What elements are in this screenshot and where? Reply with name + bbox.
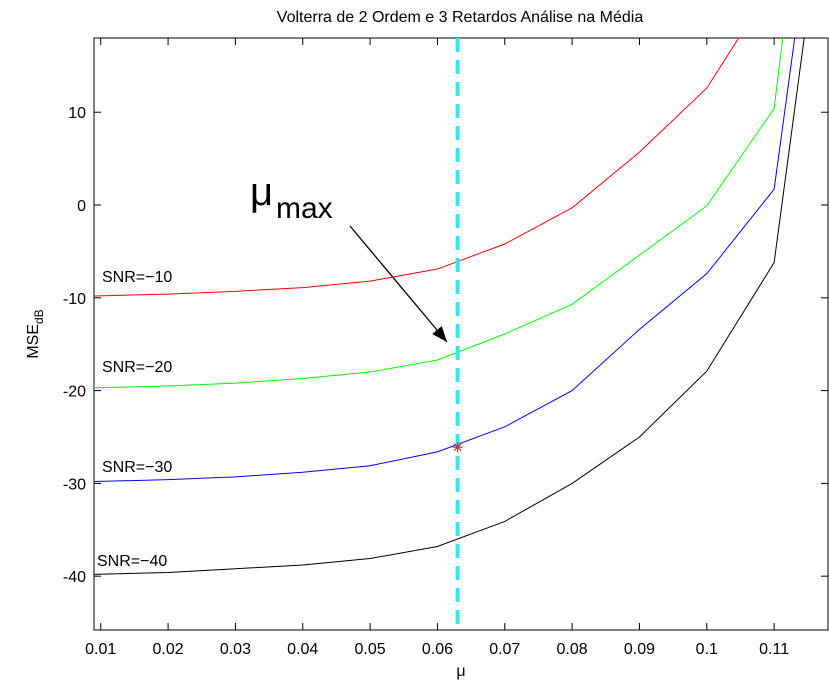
annotation-arrow xyxy=(349,225,448,343)
star-marker xyxy=(452,442,463,453)
y-tick-label: 10 xyxy=(68,105,86,122)
plot-area xyxy=(93,37,829,631)
annotation-sub: max xyxy=(276,192,333,225)
series-line xyxy=(94,38,784,389)
x-tick-label: 0.04 xyxy=(287,641,318,658)
annotation-symbol: μ xyxy=(250,170,273,214)
y-tick-label: -20 xyxy=(63,384,86,401)
x-tick-label: 0.08 xyxy=(557,641,588,658)
series-line xyxy=(94,38,740,297)
y-tick-label: -30 xyxy=(63,476,86,493)
y-tick-label: -10 xyxy=(63,291,86,308)
x-tick-label: 0.1 xyxy=(696,641,718,658)
x-tick-label: 0.01 xyxy=(85,641,116,658)
x-tick-label: 0.05 xyxy=(355,641,386,658)
x-axis-label: μ xyxy=(456,663,465,680)
chart-title: Volterra de 2 Ordem e 3 Retardos Análise… xyxy=(277,9,644,26)
y-axis-label-main: MSE xyxy=(25,324,42,359)
series-line xyxy=(94,38,796,483)
series-label: SNR=−20 xyxy=(102,359,172,376)
x-tick-label: 0.06 xyxy=(422,641,453,658)
y-tick-label: -40 xyxy=(63,569,86,586)
x-tick-label: 0.02 xyxy=(153,641,184,658)
series-label: SNR=−40 xyxy=(97,553,167,570)
series-label: SNR=−10 xyxy=(102,269,172,286)
plot-layer xyxy=(94,38,805,630)
x-tick-label: 0.09 xyxy=(624,641,655,658)
y-tick-label: 0 xyxy=(77,198,86,215)
y-axis-label-sub: dB xyxy=(32,309,46,324)
series-line xyxy=(94,38,805,575)
x-tick-label: 0.07 xyxy=(489,641,520,658)
x-tick-label: 0.11 xyxy=(759,641,789,658)
series-label: SNR=−30 xyxy=(102,459,172,476)
y-axis-label: MSEdB xyxy=(25,309,46,358)
x-tick-label: 0.03 xyxy=(220,641,251,658)
